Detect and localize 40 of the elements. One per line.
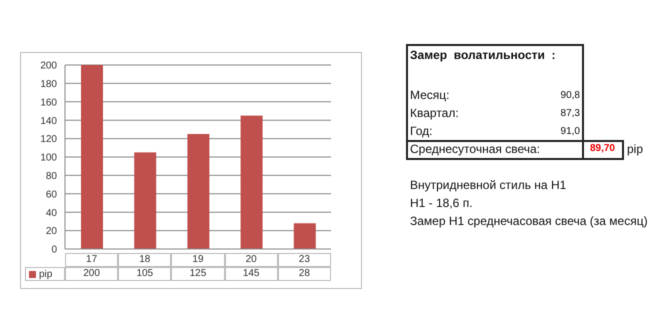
text: Квартал: — [410, 106, 459, 120]
text: 89,70 — [588, 143, 615, 154]
text: Среднесуточная свеча: — [410, 142, 540, 156]
text: 91,0 — [560, 126, 580, 137]
text: H1 - 18,6 п. — [410, 196, 473, 210]
y-tick-label: 40 — [46, 208, 58, 219]
text: 90,8 — [560, 90, 580, 101]
y-tick-label: 160 — [40, 97, 58, 108]
bar — [187, 134, 210, 249]
text: Месяц: — [410, 88, 450, 102]
legend-label: pip — [39, 268, 52, 280]
y-tick-label: 200 — [40, 60, 58, 72]
text: Замер волатильности : — [410, 48, 557, 62]
x-tick-label: 19 — [171, 253, 225, 267]
bar — [134, 152, 156, 249]
y-tick-label: 140 — [40, 116, 58, 127]
x-tick-label: 23 — [278, 253, 331, 267]
y-tick-label: 80 — [46, 170, 58, 182]
bar — [240, 116, 263, 249]
text: Внутридневной стиль на H1 — [410, 178, 566, 192]
y-tick-label: 0 — [51, 244, 58, 256]
text: Год: — [410, 124, 432, 138]
y-tick-label: 100 — [40, 152, 58, 164]
data-label: 200 — [65, 267, 118, 281]
data-label: 28 — [278, 267, 331, 281]
x-tick-label: 20 — [224, 253, 278, 267]
y-tick-label: 60 — [46, 189, 58, 200]
y-tick-label: 20 — [46, 226, 58, 238]
y-tick-label: 120 — [40, 134, 58, 146]
data-label: 125 — [171, 267, 225, 281]
bar — [81, 65, 103, 249]
y-tick-label: 180 — [40, 78, 58, 90]
bar — [294, 223, 316, 249]
data-label: 105 — [118, 267, 172, 281]
text: pip — [627, 142, 644, 156]
text: Замер H1 среднечасовая свеча (за месяц) — [410, 214, 648, 228]
text: 87,3 — [560, 108, 580, 119]
x-tick-label: 18 — [118, 253, 172, 267]
data-label: 145 — [224, 267, 278, 281]
x-tick-label: 17 — [65, 253, 118, 267]
